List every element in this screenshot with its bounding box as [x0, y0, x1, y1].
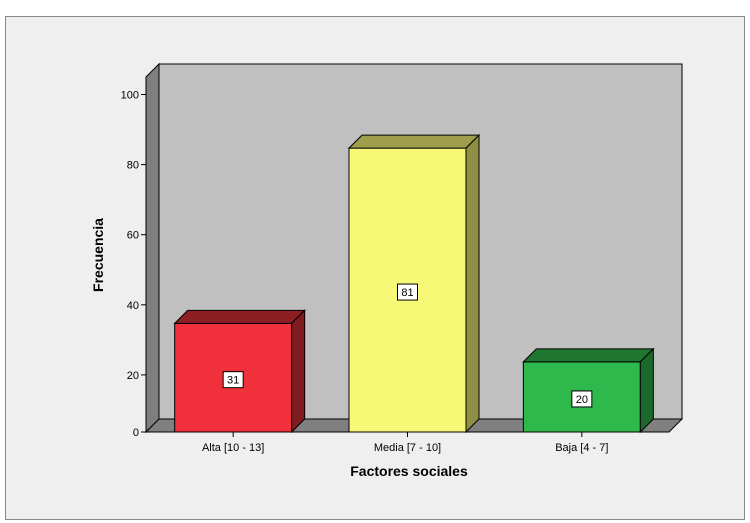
- bar-top: [173, 309, 306, 324]
- bar-chart: 0 20 40 60 80 100 31 81 20 Alta [10 - 13] Media …: [90, 62, 684, 479]
- bar-side: [465, 133, 480, 434]
- data-label: 81: [401, 287, 413, 299]
- y-tick-label: 0: [133, 427, 139, 439]
- bar-2: 81: [347, 133, 481, 434]
- data-label-box: [571, 390, 593, 408]
- y-tick-label: 100: [121, 90, 139, 102]
- x-tick-label: Baja [4 - 7]: [555, 442, 608, 454]
- bar-1: 31: [173, 309, 306, 434]
- bar-top: [522, 348, 655, 363]
- bar-top: [347, 134, 481, 149]
- y-tick-label: 60: [127, 230, 139, 242]
- x-tick-label: Media [7 - 10]: [374, 442, 441, 454]
- side-wall: [145, 62, 160, 434]
- data-label: 20: [576, 394, 588, 406]
- x-tick-label: Alta [10 - 13]: [202, 442, 264, 454]
- y-axis-title: Frecuencia: [90, 218, 106, 292]
- x-axis-title: Factores sociales: [350, 463, 468, 479]
- bar-3: 20: [522, 347, 655, 434]
- data-label-box: [222, 371, 244, 389]
- y-tick-label: 20: [127, 370, 139, 382]
- bar-side: [639, 347, 654, 434]
- bar-side: [291, 309, 306, 434]
- y-tick-label: 80: [127, 160, 139, 172]
- chart-frame: 0 20 40 60 80 100 31 81 20 Alta [10 - 13] Media …: [5, 16, 745, 520]
- data-label-box: [397, 283, 418, 301]
- y-tick-label: 40: [127, 300, 139, 312]
- data-label: 31: [227, 375, 239, 387]
